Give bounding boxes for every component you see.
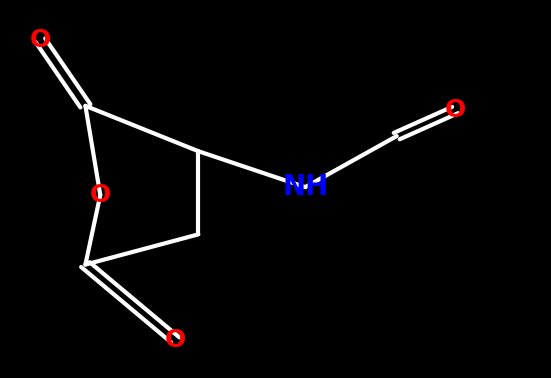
Text: O: O [90, 183, 111, 207]
Text: NH: NH [282, 173, 328, 201]
Text: O: O [445, 98, 466, 122]
Text: O: O [30, 28, 51, 52]
Text: O: O [165, 328, 186, 352]
